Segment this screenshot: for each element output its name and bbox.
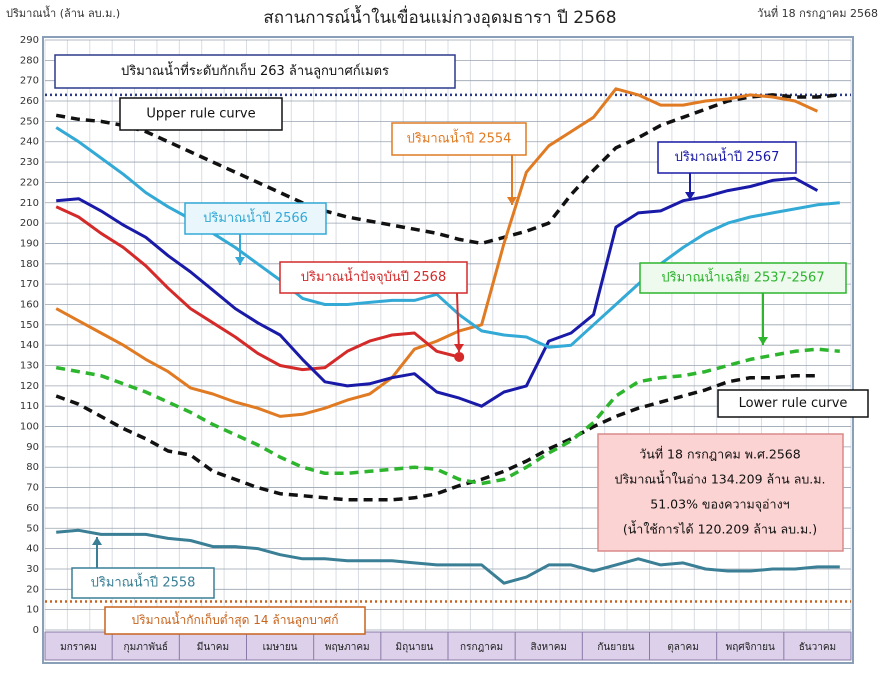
callout-arrowhead — [507, 197, 517, 205]
x-tick-label: สิงหาคม — [531, 642, 567, 653]
series-line — [55, 93, 840, 246]
callout-box — [119, 97, 283, 131]
reference-box — [54, 54, 456, 89]
info-box — [597, 433, 844, 552]
legend-label: ปริมาณน้ำเฉลี่ย 2537-2567 — [661, 268, 824, 286]
y-tick-label: 210 — [20, 198, 39, 209]
y-tick-label: 150 — [20, 320, 39, 331]
annotations: ปริมาณน้ำที่ระดับกักเก็บ 263 ล้านลูกบาศก… — [54, 54, 869, 635]
series-line — [55, 373, 818, 502]
info-line: ปริมาณน้ำในอ่าง 134.209 ล้าน ลบ.ม. — [615, 470, 826, 487]
reference-label: ปริมาณน้ำที่ระดับกักเก็บ 263 ล้านลูกบาศก… — [121, 61, 389, 79]
info-line: 51.03% ของความจุอ่างฯ — [650, 497, 789, 513]
callout-arrowhead — [454, 344, 464, 352]
reference-box — [104, 606, 366, 635]
legend-label: ปริมาณน้ำปัจจุบันปี 2568 — [301, 267, 446, 285]
y-tick-label: 120 — [20, 381, 39, 392]
series-line — [55, 347, 840, 486]
y-tick-label: 0 — [33, 625, 39, 636]
callout-box — [184, 202, 327, 235]
y-tick-label: 40 — [26, 544, 39, 555]
callout-box — [71, 567, 215, 599]
y-tick-label: 60 — [26, 503, 39, 514]
legend-label: ปริมาณน้ำปี 2558 — [91, 573, 196, 591]
series-line — [55, 205, 460, 372]
legend-label: ปริมาณน้ำปี 2554 — [407, 129, 512, 147]
series-line — [56, 528, 840, 585]
series-line — [55, 87, 819, 418]
y-tick-label: 130 — [20, 361, 39, 372]
info-line: (น้ำใช้การได้ 120.209 ล้าน ลบ.ม.) — [623, 520, 817, 537]
legend-label: ปริมาณน้ำปี 2567 — [675, 147, 780, 165]
x-tick-label: กุมภาพันธ์ — [124, 641, 168, 653]
chart-title: สถานการณ์น้ำในเขื่อนแม่กวงอุดมธารา ปี 25… — [263, 5, 616, 28]
x-tick-label: กันยายน — [597, 642, 634, 653]
y-tick-label: 290 — [20, 35, 39, 46]
y-tick-label: 90 — [26, 442, 39, 453]
callout-arrow — [456, 292, 460, 353]
x-tick-label: มกราคม — [60, 642, 97, 653]
legend-label: Upper rule curve — [146, 107, 255, 122]
legend-label: ปริมาณน้ำปี 2566 — [203, 208, 308, 226]
callout-arrowhead — [235, 257, 245, 265]
callout-box — [639, 262, 847, 294]
y-tick-label: 270 — [20, 76, 39, 87]
y-tick-label: 200 — [20, 218, 39, 229]
y-tick-label: 240 — [20, 137, 39, 148]
callout-box — [279, 261, 468, 294]
x-tick-label: มิถุนายน — [396, 642, 434, 653]
y-tick-label: 100 — [20, 422, 39, 433]
x-tick-label: มีนาคม — [197, 641, 229, 653]
date-label: วันที่ 18 กรกฎาคม 2568 — [757, 5, 878, 20]
callout-box — [657, 141, 797, 174]
x-tick-label: เมษายน — [263, 642, 298, 653]
y-tick-label: 220 — [20, 177, 39, 188]
y-tick-label: 140 — [20, 340, 39, 351]
y-tick-label: 190 — [20, 238, 39, 249]
y-tick-label: 70 — [26, 483, 39, 494]
y-tick-label: 250 — [20, 116, 39, 127]
legend-label: Lower rule curve — [739, 396, 848, 411]
y-tick-label: 110 — [20, 401, 39, 412]
y-tick-label: 50 — [26, 523, 39, 534]
y-tick-label: 180 — [20, 259, 39, 270]
y-tick-label: 20 — [26, 584, 39, 595]
callout-arrowhead — [758, 337, 768, 345]
x-tick-label: พฤษภาคม — [325, 642, 370, 653]
x-tick-label: กรกฎาคม — [460, 642, 503, 653]
y-tick-label: 170 — [20, 279, 39, 290]
y-tick-label: 160 — [20, 299, 39, 310]
callout-box — [391, 122, 527, 156]
x-tick-label: พฤศจิกายน — [726, 642, 775, 653]
y-tick-label: 10 — [26, 605, 39, 616]
callout-arrowhead — [685, 192, 695, 200]
y-tick-label: 230 — [20, 157, 39, 168]
info-line: วันที่ 18 กรกฎาคม พ.ศ.2568 — [639, 446, 800, 462]
y-tick-label: 30 — [26, 564, 39, 575]
y-tick-label: 80 — [26, 462, 39, 473]
y-tick-label: 260 — [20, 96, 39, 107]
reference-label: ปริมาณน้ำกักเก็บต่ำสุด 14 ล้านลูกบาศก์ — [132, 611, 339, 628]
x-tick-label: ธันวาคม — [799, 642, 836, 653]
callout-box — [717, 389, 869, 418]
callout-arrowhead — [92, 537, 102, 545]
x-tick-label: ตุลาคม — [667, 642, 699, 653]
y-axis-label: ปริมาณน้ำ (ล้าน ลบ.ม.) — [6, 5, 120, 20]
end-marker — [454, 351, 465, 362]
y-tick-label: 280 — [20, 55, 39, 66]
